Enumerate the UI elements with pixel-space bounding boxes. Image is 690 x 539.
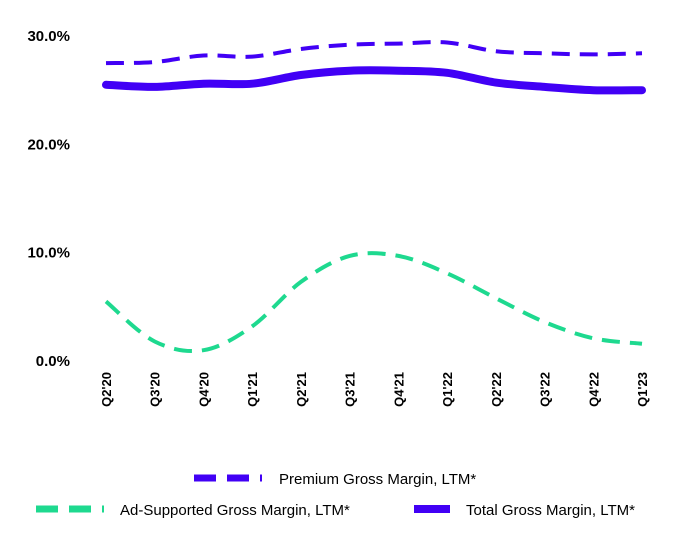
legend: Premium Gross Margin, LTM* Ad-Supported … bbox=[36, 471, 635, 519]
y-tick-label: 10.0% bbox=[27, 245, 70, 262]
y-axis: 0.0% 10.0% 20.0% 30.0% bbox=[27, 28, 70, 370]
y-tick-label: 20.0% bbox=[27, 136, 70, 153]
series-line-ad-supported bbox=[104, 251, 643, 354]
x-tick-label: Q1'21 bbox=[245, 372, 260, 407]
x-tick-label: Q2'20 bbox=[99, 372, 114, 407]
x-tick-label: Q3'20 bbox=[148, 372, 163, 407]
x-tick-label: Q2'22 bbox=[489, 372, 504, 407]
x-tick-label: Q4'21 bbox=[391, 372, 406, 407]
legend-label-premium: Premium Gross Margin, LTM* bbox=[279, 471, 476, 488]
legend-label-total: Total Gross Margin, LTM* bbox=[466, 502, 635, 519]
y-tick-label: 0.0% bbox=[36, 353, 70, 370]
x-tick-label: Q1'23 bbox=[635, 372, 650, 407]
x-tick-label: Q2'21 bbox=[294, 372, 309, 407]
x-tick-label: Q3'22 bbox=[538, 372, 553, 407]
x-tick-label: Q4'22 bbox=[586, 372, 601, 407]
series-line-total bbox=[102, 66, 646, 95]
x-tick-label: Q3'21 bbox=[343, 372, 358, 407]
legend-item-total: Total Gross Margin, LTM* bbox=[414, 502, 635, 519]
x-tick-label: Q1'22 bbox=[440, 372, 455, 407]
legend-item-ad-supported: Ad-Supported Gross Margin, LTM* bbox=[36, 502, 350, 519]
legend-item-premium: Premium Gross Margin, LTM* bbox=[194, 471, 476, 488]
x-tick-label: Q4'20 bbox=[196, 372, 211, 407]
y-tick-label: 30.0% bbox=[27, 28, 70, 45]
series-layer bbox=[102, 40, 646, 354]
x-axis: Q2'20 Q3'20 Q4'20 Q1'21 Q2'21 Q3'21 Q4'21 Q1'22… bbox=[99, 372, 650, 407]
series-line-premium bbox=[105, 40, 643, 66]
legend-label-ad-supported: Ad-Supported Gross Margin, LTM* bbox=[120, 502, 350, 519]
